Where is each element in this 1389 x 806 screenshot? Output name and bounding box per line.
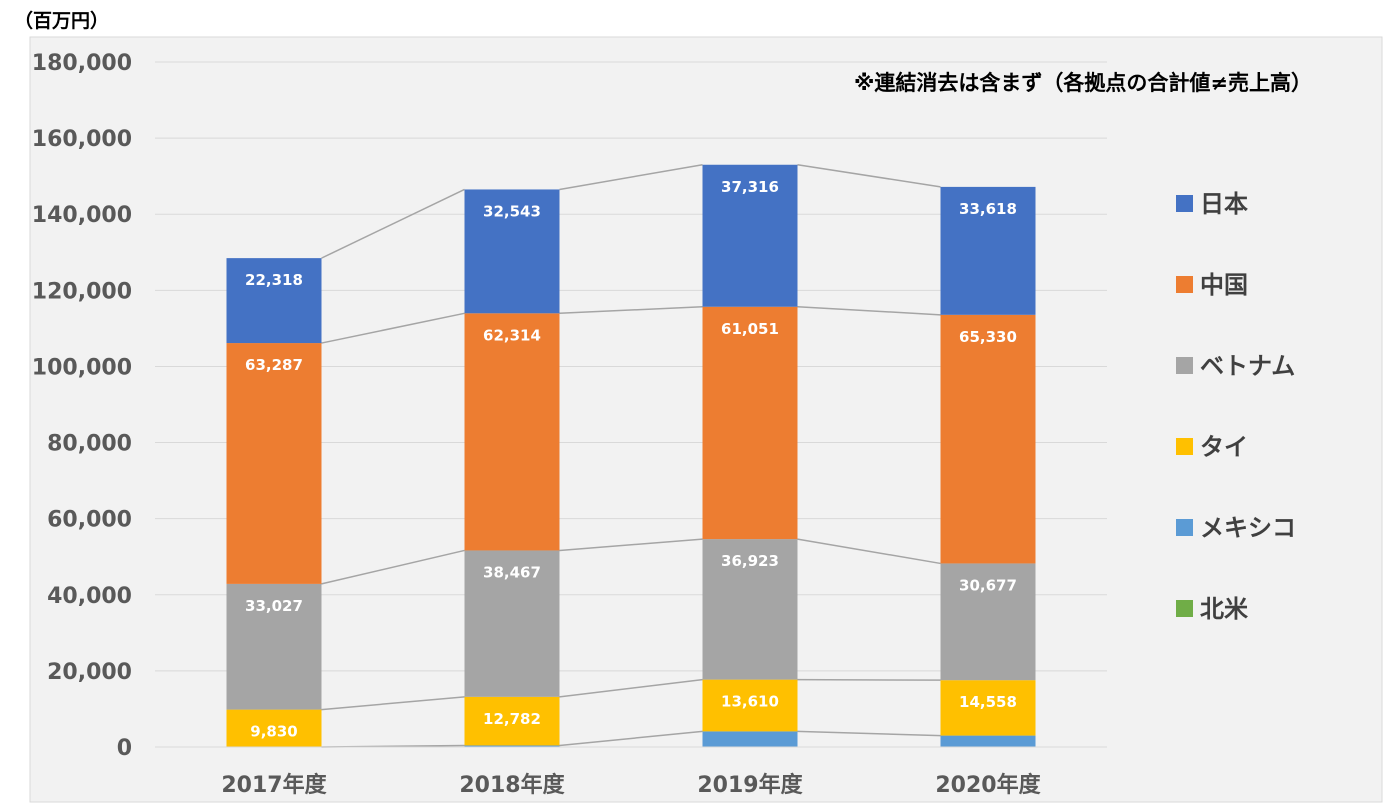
- data-label: 12,782: [483, 710, 541, 728]
- bar-segment: [464, 745, 560, 747]
- series-line: [797, 538, 941, 565]
- bar-segment: [940, 186, 1036, 315]
- y-tick-label: 100,000: [32, 355, 132, 380]
- y-tick-label: 0: [117, 736, 132, 761]
- x-tick-label: 2017年度: [221, 772, 327, 798]
- legend-label: 日本: [1200, 190, 1248, 218]
- legend-label: ベトナム: [1200, 352, 1295, 380]
- bar-segment: [226, 583, 322, 710]
- data-label: 30,677: [959, 576, 1017, 594]
- y-tick-label: 60,000: [47, 508, 132, 533]
- series-line: [321, 188, 465, 259]
- data-label: 36,923: [721, 552, 779, 570]
- x-tick-label: 2018年度: [459, 772, 565, 798]
- y-tick-label: 80,000: [47, 432, 132, 457]
- data-label: 9,830: [250, 723, 297, 741]
- bar-segment: [702, 679, 798, 732]
- legend-swatch: [1176, 519, 1193, 536]
- data-label: 62,314: [483, 326, 541, 344]
- bar-segment: [702, 164, 798, 307]
- data-label: 61,051: [721, 320, 779, 338]
- series-line: [321, 696, 465, 711]
- legend-label: メキシコ: [1200, 514, 1296, 542]
- data-label: 13,610: [721, 693, 779, 711]
- bar-segment: [702, 539, 798, 680]
- series-line: [559, 306, 703, 315]
- y-tick-label: 180,000: [32, 51, 132, 76]
- series-line: [797, 730, 941, 737]
- data-label: 14,558: [959, 693, 1017, 711]
- data-label: 38,467: [483, 563, 541, 581]
- series-line: [797, 678, 941, 681]
- y-tick-label: 40,000: [47, 584, 132, 609]
- bar-segment: [940, 735, 1036, 747]
- data-label: 37,316: [721, 178, 779, 196]
- series-line: [797, 306, 941, 316]
- legend-label: タイ: [1200, 433, 1248, 461]
- bars: [226, 164, 1036, 747]
- data-label: 63,287: [245, 356, 303, 374]
- series-line: [559, 730, 703, 747]
- bar-segment: [940, 563, 1036, 681]
- bar-segment: [226, 258, 322, 344]
- data-label: 33,618: [959, 200, 1017, 218]
- bar-segment: [940, 680, 1036, 736]
- series-line: [559, 164, 703, 191]
- y-axis: 0 20,000 40,000 60,000 80,000 100,000 120,000 1…: [32, 51, 132, 761]
- bar-segment: [226, 343, 322, 584]
- chart-note: ※連結消去は含まず（各拠点の合計値≠売上高）: [854, 71, 1312, 95]
- data-label: 32,543: [483, 202, 541, 220]
- bar-segment: [464, 189, 560, 314]
- bar-segment: [940, 314, 1036, 564]
- legend-swatch: [1176, 195, 1193, 212]
- series-line: [797, 164, 941, 188]
- data-label: 22,318: [245, 271, 303, 289]
- y-tick-label: 160,000: [32, 127, 132, 152]
- series-line: [321, 549, 465, 585]
- bar-segment: [464, 550, 560, 697]
- bar-segment: [464, 696, 560, 746]
- bar-segment: [702, 731, 798, 747]
- unit-label: （百万円）: [14, 9, 109, 32]
- data-labels: 9,830 12,782 13,610 14,558 33,027 38,467 36,92…: [245, 178, 1017, 741]
- bar-segment: [702, 306, 798, 540]
- bar-segment: [464, 313, 560, 551]
- series-connector-lines: [321, 164, 941, 748]
- legend-label: 中国: [1200, 271, 1248, 299]
- y-tick-label: 120,000: [32, 279, 132, 304]
- data-label: 65,330: [959, 328, 1017, 346]
- legend-label: 北米: [1200, 595, 1248, 623]
- series-line: [559, 538, 703, 552]
- y-tick-label: 20,000: [47, 660, 132, 685]
- legend-swatch: [1176, 600, 1193, 617]
- bar-segment: [226, 709, 322, 747]
- data-label: 33,027: [245, 597, 303, 615]
- legend-swatch: [1176, 276, 1193, 293]
- x-tick-label: 2019年度: [697, 772, 803, 798]
- legend-swatch: [1176, 357, 1193, 374]
- series-line: [559, 678, 703, 698]
- series-line: [321, 312, 465, 344]
- x-tick-label: 2020年度: [935, 772, 1041, 798]
- x-axis: 2017年度 2018年度 2019年度 2020年度: [155, 746, 1107, 798]
- legend-swatch: [1176, 438, 1193, 455]
- y-tick-label: 140,000: [32, 203, 132, 228]
